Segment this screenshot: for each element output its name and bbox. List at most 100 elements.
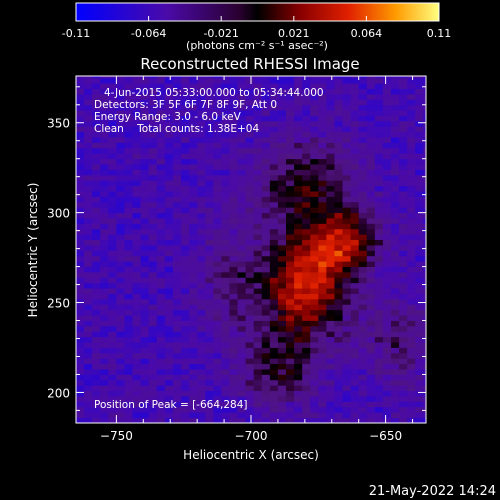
heatmap-cell xyxy=(294,412,303,418)
heatmap-cell xyxy=(221,223,230,230)
heatmap-cell xyxy=(221,331,230,338)
heatmap-cell xyxy=(205,325,214,332)
heatmap-cell xyxy=(310,374,319,381)
heatmap-cell xyxy=(302,99,311,106)
heatmap-cell xyxy=(148,196,158,203)
heatmap-cell xyxy=(269,309,279,316)
heatmap-cell xyxy=(423,385,426,392)
heatmap-cell xyxy=(374,223,384,230)
heatmap-cell xyxy=(342,385,352,392)
heatmap-cell xyxy=(181,315,190,321)
heatmap-cell xyxy=(213,99,222,106)
heatmap-cell xyxy=(261,191,271,197)
heatmap-cell xyxy=(391,358,400,365)
heatmap-cell xyxy=(148,309,158,316)
heatmap-cell xyxy=(108,250,117,257)
heatmap-cell xyxy=(366,115,376,122)
heatmap-cell xyxy=(100,352,109,359)
heatmap-cell xyxy=(205,228,214,235)
heatmap-cell xyxy=(286,93,295,100)
heatmap-cell xyxy=(148,137,158,143)
heatmap-cell xyxy=(76,212,85,219)
heatmap-cell xyxy=(76,277,85,284)
heatmap-cell xyxy=(181,336,190,343)
heatmap-cell xyxy=(213,77,222,84)
heatmap-cell xyxy=(108,137,117,143)
heatmap-cell xyxy=(382,126,392,133)
heatmap-cell xyxy=(350,363,360,370)
heatmap-cell xyxy=(407,77,416,84)
heatmap-cell xyxy=(399,255,408,262)
heatmap-cell xyxy=(221,77,230,84)
heatmap-cell xyxy=(391,169,400,176)
heatmap-cell xyxy=(237,293,247,300)
heatmap-cell xyxy=(140,255,150,262)
heatmap-cell xyxy=(286,315,295,321)
heatmap-cell xyxy=(116,158,125,165)
heatmap-cell xyxy=(148,396,158,402)
heatmap-cell xyxy=(286,137,295,143)
heatmap-cell xyxy=(116,212,125,219)
heatmap-cell xyxy=(108,379,117,386)
heatmap-cell xyxy=(100,369,109,375)
heatmap-cell xyxy=(407,99,416,106)
heatmap-cell xyxy=(350,77,360,84)
heatmap-cell xyxy=(269,374,279,381)
heatmap-cell xyxy=(423,390,426,397)
heatmap-cell xyxy=(318,288,327,294)
heatmap-cell xyxy=(237,207,247,214)
heatmap-cell xyxy=(116,110,125,116)
heatmap-cell xyxy=(84,131,93,138)
heatmap-cell xyxy=(350,83,360,89)
heatmap-cell xyxy=(334,174,343,181)
heatmap-cell xyxy=(310,234,319,241)
heatmap-cell xyxy=(116,131,125,138)
heatmap-cell xyxy=(374,196,384,203)
heatmap-cell xyxy=(237,212,247,219)
heatmap-cell xyxy=(172,293,182,300)
heatmap-cell xyxy=(237,191,247,197)
heatmap-cell xyxy=(334,347,343,354)
heatmap-cell xyxy=(100,164,109,170)
heatmap-cell xyxy=(423,88,426,95)
heatmap-cell xyxy=(76,99,85,106)
heatmap-cell xyxy=(286,164,295,170)
heatmap-cell xyxy=(415,239,424,246)
heatmap-cell xyxy=(205,164,214,170)
heatmap-cell xyxy=(302,266,311,273)
heatmap-cell xyxy=(415,131,424,138)
heatmap-cell xyxy=(245,158,255,165)
heatmap-cell xyxy=(374,255,384,262)
heatmap-cell xyxy=(407,374,416,381)
heatmap-cell xyxy=(261,164,271,170)
heatmap-cell xyxy=(156,358,166,365)
heatmap-cell xyxy=(366,164,376,170)
heatmap-cell xyxy=(181,77,190,84)
heatmap-cell xyxy=(310,147,319,154)
heatmap-cell xyxy=(358,191,368,197)
heatmap-cell xyxy=(181,298,190,305)
heatmap-cell xyxy=(374,288,384,294)
heatmap-cell xyxy=(172,277,182,284)
heatmap-cell xyxy=(108,315,117,321)
heatmap-cell xyxy=(310,261,319,267)
heatmap-cell xyxy=(148,385,158,392)
heatmap-cell xyxy=(172,406,182,413)
heatmap-cell xyxy=(269,191,279,197)
heatmap-cell xyxy=(84,223,93,230)
heatmap-cell xyxy=(76,374,85,381)
heatmap-cell xyxy=(132,412,142,418)
heatmap-cell xyxy=(382,120,392,127)
y-tick-label: 350 xyxy=(47,117,70,131)
heatmap-cell xyxy=(253,261,263,267)
heatmap-cell xyxy=(342,218,352,224)
heatmap-cell xyxy=(237,417,247,423)
heatmap-cell xyxy=(310,352,319,359)
heatmap-cell xyxy=(124,288,133,294)
heatmap-cell xyxy=(358,298,368,305)
heatmap-cell xyxy=(318,363,327,370)
heatmap-cell xyxy=(164,363,174,370)
heatmap-cell xyxy=(342,201,352,208)
heatmap-cell xyxy=(342,153,352,160)
heatmap-cell xyxy=(92,164,101,170)
